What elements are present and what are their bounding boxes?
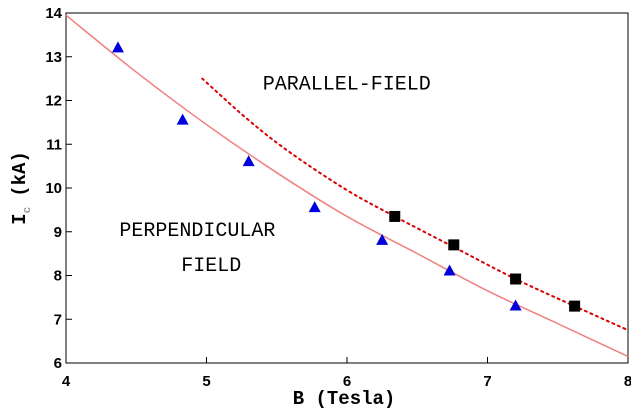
x-tick-label: 4 <box>62 373 71 390</box>
parallel-field-point <box>389 210 401 222</box>
plot-frame <box>65 12 629 364</box>
y-tick-label: 9 <box>54 224 62 241</box>
x-tick-label: 8 <box>624 373 631 390</box>
x-tick-label: 6 <box>343 373 351 390</box>
y-tick-label: 7 <box>54 311 62 328</box>
series-markers <box>111 41 581 312</box>
x-ticks: 4 5 6 7 8 <box>62 357 631 390</box>
y-axis-title-main: I <box>9 213 31 224</box>
y-tick-label: 13 <box>45 49 62 66</box>
parallel-field-fit-line <box>201 77 629 332</box>
svg-text:Ic(kA): Ic (kA) <box>9 151 34 225</box>
parallel-field-point <box>569 300 581 312</box>
y-tick-label: 10 <box>45 180 62 197</box>
annotation-label: PERPENDICULAR <box>119 220 275 243</box>
y-ticks: 6 7 8 9 10 11 12 13 14 <box>45 5 72 372</box>
perpendicular-field-fit-line <box>65 14 629 358</box>
perpendicular-field-point <box>376 233 389 245</box>
x-axis-title: B (Tesla) <box>293 388 396 409</box>
perpendicular-field-point <box>509 299 522 311</box>
perpendicular-field-point <box>242 155 255 167</box>
parallel-field-point <box>448 239 460 251</box>
y-axis-title: Ic (kA) <box>9 151 34 225</box>
y-tick-label: 14 <box>45 5 62 22</box>
perpendicular-field-point <box>176 113 189 125</box>
y-tick-label: 6 <box>54 355 62 372</box>
y-tick-label: 11 <box>46 136 62 153</box>
x-tick-label: 5 <box>202 373 210 390</box>
x-tick-label: 7 <box>483 373 491 390</box>
perpendicular-field-point <box>111 41 124 53</box>
annotations: PARALLEL-FIELD PERPENDICULAR FIELD <box>119 74 430 279</box>
y-axis-title-subscript: c <box>22 207 34 214</box>
perpendicular-field-point <box>308 201 321 213</box>
annotation-label: FIELD <box>181 255 241 278</box>
y-tick-label: 8 <box>54 268 62 285</box>
perpendicular-field-point <box>443 264 456 276</box>
annotation-label: PARALLEL-FIELD <box>263 74 431 97</box>
y-tick-label: 12 <box>45 93 62 110</box>
y-axis-title-unit: (kA) <box>9 151 31 197</box>
series-lines <box>65 14 629 358</box>
parallel-field-point <box>510 273 522 285</box>
